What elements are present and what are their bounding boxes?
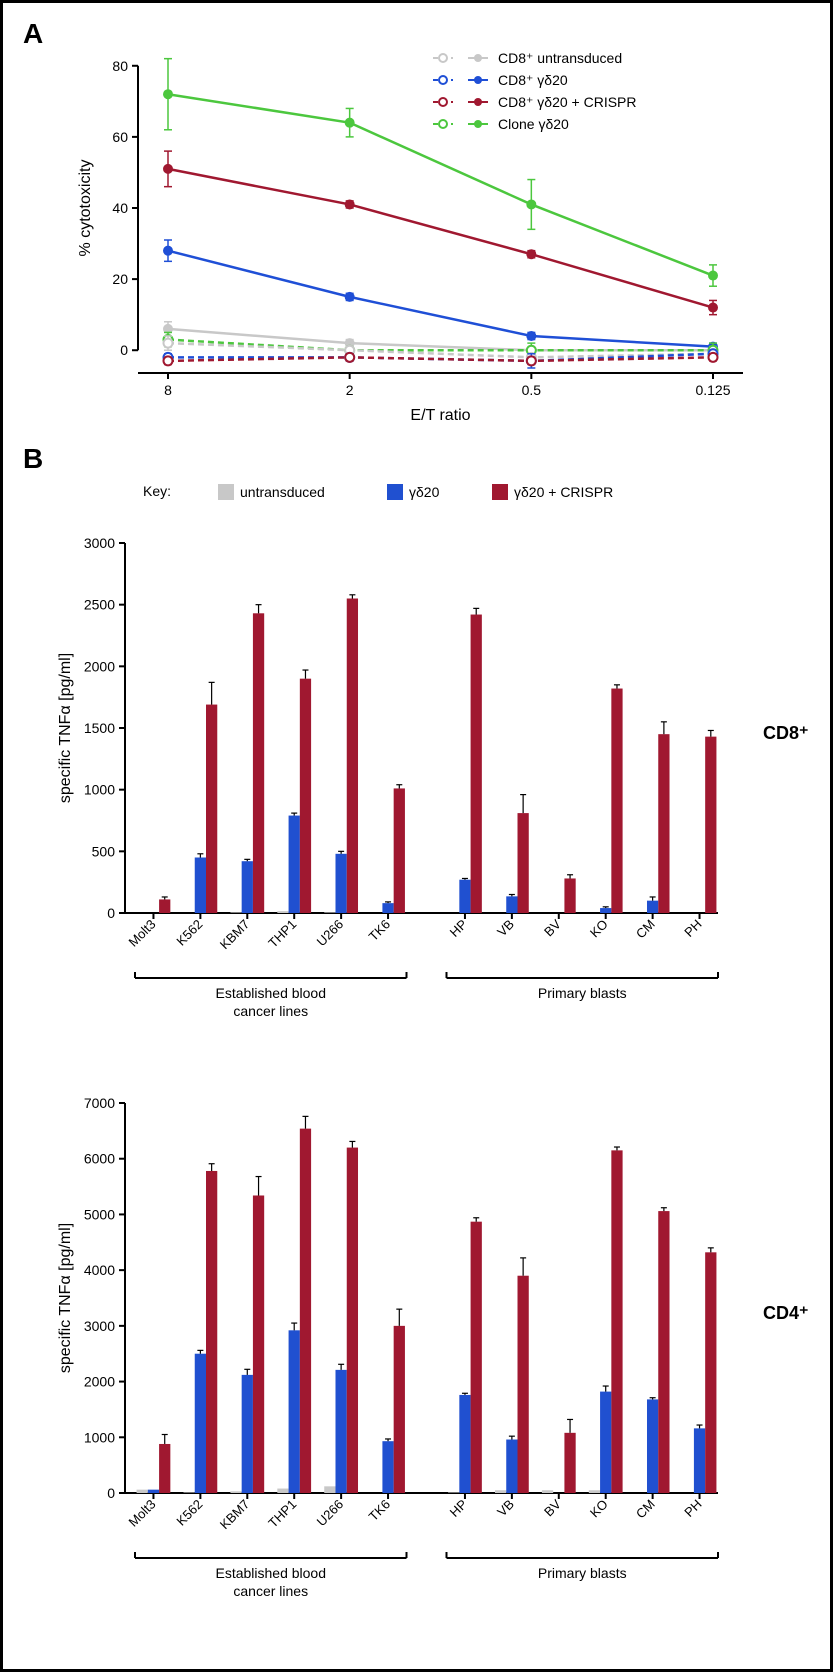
svg-text:PH: PH xyxy=(681,917,704,940)
svg-text:% cytotoxicity: % cytotoxicity xyxy=(77,160,94,257)
svg-text:KBM7: KBM7 xyxy=(217,1497,253,1533)
svg-text:CM: CM xyxy=(633,917,658,942)
svg-text:THP1: THP1 xyxy=(265,1497,299,1531)
svg-text:0: 0 xyxy=(120,342,128,358)
svg-text:Established blood: Established blood xyxy=(215,1565,326,1581)
panel-b-label: B xyxy=(23,443,43,475)
svg-text:specific TNFα [pg/ml]: specific TNFα [pg/ml] xyxy=(57,1223,74,1373)
svg-text:1000: 1000 xyxy=(84,1429,115,1445)
svg-text:Key:: Key: xyxy=(143,483,171,499)
svg-text:TK6: TK6 xyxy=(366,917,393,944)
svg-text:HP: HP xyxy=(447,1497,470,1520)
svg-text:VB: VB xyxy=(494,917,517,940)
svg-text:8: 8 xyxy=(164,382,172,398)
svg-text:4000: 4000 xyxy=(84,1262,115,1278)
svg-text:Established blood: Established blood xyxy=(215,985,326,1001)
svg-text:2: 2 xyxy=(346,382,354,398)
svg-text:KBM7: KBM7 xyxy=(217,917,253,953)
svg-text:CD8⁺ untransduced: CD8⁺ untransduced xyxy=(498,50,622,66)
svg-text:500: 500 xyxy=(92,843,116,859)
panel-a-label: A xyxy=(23,18,43,50)
svg-text:1000: 1000 xyxy=(84,782,115,798)
svg-text:U266: U266 xyxy=(314,1497,347,1530)
svg-text:untransduced: untransduced xyxy=(240,484,325,500)
svg-text:0.125: 0.125 xyxy=(695,382,730,398)
svg-text:0.5: 0.5 xyxy=(522,382,542,398)
svg-text:60: 60 xyxy=(112,129,128,145)
svg-text:3000: 3000 xyxy=(84,1318,115,1334)
svg-text:3000: 3000 xyxy=(84,535,115,551)
svg-text:CD8⁺ γδ20 + CRISPR: CD8⁺ γδ20 + CRISPR xyxy=(498,94,637,110)
svg-text:U266: U266 xyxy=(314,917,347,950)
cd8-side-label: CD8⁺ xyxy=(763,723,809,744)
panel-b-legend: Key: untransduced γδ20 γδ20 + CRISPR xyxy=(103,478,723,508)
svg-text:K562: K562 xyxy=(173,917,205,949)
svg-text:0: 0 xyxy=(107,1485,115,1501)
svg-text:2000: 2000 xyxy=(84,658,115,674)
svg-text:K562: K562 xyxy=(173,1497,205,1529)
svg-text:BV: BV xyxy=(541,916,564,939)
svg-text:cancer lines: cancer lines xyxy=(233,1003,308,1019)
svg-text:Primary blasts: Primary blasts xyxy=(538,1565,627,1581)
cd4-side-label: CD4⁺ xyxy=(763,1303,809,1324)
svg-text:KO: KO xyxy=(587,917,611,941)
svg-text:CM: CM xyxy=(633,1497,658,1522)
svg-text:80: 80 xyxy=(112,58,128,74)
cd8-chart: 0 500 1000 1500 2000 2500 3000 specific TNFα [p… xyxy=(53,528,733,1048)
cd4-chart: 0 1000 2000 3000 4000 5000 6000 7000 specific TN… xyxy=(53,1088,733,1628)
svg-text:Primary blasts: Primary blasts xyxy=(538,985,627,1001)
svg-text:TK6: TK6 xyxy=(366,1497,393,1524)
svg-text:2000: 2000 xyxy=(84,1374,115,1390)
svg-text:KO: KO xyxy=(587,1497,611,1521)
svg-text:γδ20: γδ20 xyxy=(409,484,440,500)
svg-text:20: 20 xyxy=(112,271,128,287)
svg-text:γδ20 + CRISPR: γδ20 + CRISPR xyxy=(514,484,613,500)
svg-text:0: 0 xyxy=(107,905,115,921)
svg-text:HP: HP xyxy=(447,917,470,940)
svg-text:5000: 5000 xyxy=(84,1206,115,1222)
svg-text:BV: BV xyxy=(541,1496,564,1519)
svg-text:cancer lines: cancer lines xyxy=(233,1583,308,1599)
svg-text:Clone γδ20: Clone γδ20 xyxy=(498,116,569,132)
svg-text:Molt3: Molt3 xyxy=(125,1497,158,1530)
svg-text:7000: 7000 xyxy=(84,1095,115,1111)
svg-text:CD8⁺ γδ20: CD8⁺ γδ20 xyxy=(498,72,568,88)
svg-text:VB: VB xyxy=(494,1497,517,1520)
svg-text:2500: 2500 xyxy=(84,597,115,613)
panel-a-chart: 0 20 40 60 80 8 2 0.5 0.125 E/T ratio % cytotoxici… xyxy=(63,33,763,428)
figure-container: A 0 20 40 60 80 8 2 0.5 0.125 E/T ratio % cytotoxi… xyxy=(0,0,833,1672)
svg-text:Molt3: Molt3 xyxy=(125,917,158,950)
svg-text:THP1: THP1 xyxy=(265,917,299,951)
svg-text:PH: PH xyxy=(681,1497,704,1520)
svg-text:E/T ratio: E/T ratio xyxy=(410,407,470,424)
svg-text:specific TNFα [pg/ml]: specific TNFα [pg/ml] xyxy=(57,653,74,803)
svg-text:40: 40 xyxy=(112,200,128,216)
svg-text:1500: 1500 xyxy=(84,720,115,736)
svg-text:6000: 6000 xyxy=(84,1151,115,1167)
